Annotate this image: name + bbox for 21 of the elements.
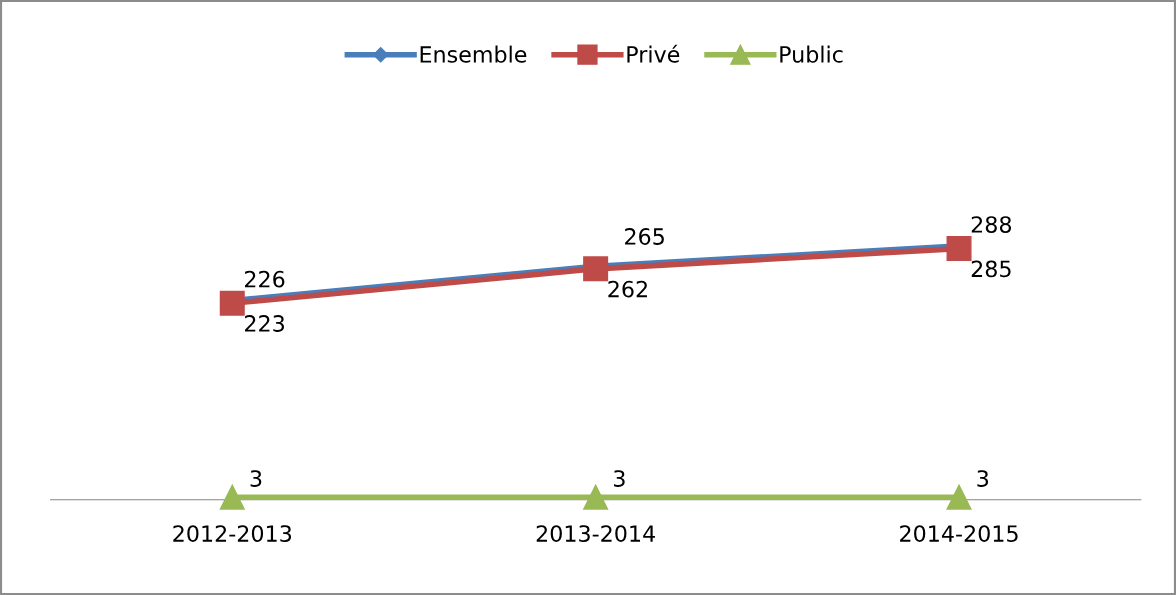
point bbox=[946, 236, 972, 262]
data-label: 265 bbox=[625, 228, 664, 245]
point bbox=[219, 290, 245, 316]
point bbox=[583, 256, 609, 282]
x-tick-label: 2013-2014 bbox=[536, 525, 655, 542]
legend-label: Public bbox=[780, 45, 843, 63]
point bbox=[219, 484, 245, 510]
data-label: 3 bbox=[250, 470, 262, 487]
legend-label: Privé bbox=[627, 44, 680, 63]
data-label: 223 bbox=[245, 315, 285, 332]
data-label: 262 bbox=[608, 280, 647, 298]
data-label: 226 bbox=[245, 270, 285, 288]
data-label: 285 bbox=[971, 260, 1011, 278]
data-label: 3 bbox=[614, 470, 625, 487]
data-label: 3 bbox=[977, 470, 989, 487]
data-label: 288 bbox=[971, 216, 1012, 233]
point bbox=[946, 484, 972, 510]
point bbox=[583, 484, 609, 510]
legend-label: Ensemble bbox=[420, 45, 527, 63]
x-tick-label: 2014-2015 bbox=[900, 525, 1018, 542]
x-tick-label: 2012-2013 bbox=[173, 525, 292, 542]
